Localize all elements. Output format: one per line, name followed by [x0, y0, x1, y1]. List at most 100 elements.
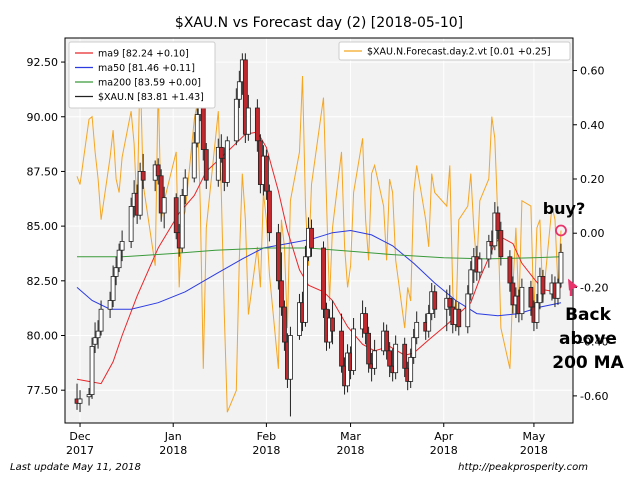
candle-body [414, 321, 420, 339]
candle [263, 149, 269, 200]
candle [402, 337, 408, 378]
chart-title: $XAU.N vs Forecast day (2) [2018-05-10] [175, 15, 463, 31]
candle [288, 326, 293, 417]
x-axis-tick-label: Apr [434, 430, 454, 443]
legend-left-label: ma200 [83.59 +0.00] [98, 78, 201, 89]
candle [486, 234, 492, 268]
candle-body [555, 282, 561, 299]
candle-body [203, 149, 209, 181]
candle [495, 206, 501, 240]
forecast-line [76, 65, 562, 413]
buy-marker-circle [555, 224, 567, 237]
candle-body [372, 350, 378, 369]
x-axis-tick-label: 2018 [159, 444, 187, 457]
left-axis-tick-label: 80.00 [27, 330, 59, 343]
candle-body [140, 171, 146, 181]
candle-body [477, 258, 483, 273]
x-axis-tick-label: 2018 [520, 444, 548, 457]
candle [339, 313, 344, 373]
candle-body [468, 269, 474, 295]
candle-body [77, 398, 83, 404]
candle-body [89, 346, 95, 395]
left-axis-tick-label: 82.50 [27, 275, 59, 288]
candle-body [107, 300, 113, 310]
x-axis-tick-label: Feb [257, 430, 276, 443]
candle [89, 337, 95, 399]
candle [498, 221, 504, 266]
ma50-line [76, 229, 562, 317]
right-axis-tick-label: 0.20 [580, 173, 605, 186]
left-axis-tick-label: 85.00 [27, 220, 59, 233]
candle-body [263, 155, 269, 192]
candle [77, 390, 83, 413]
x-axis-tick-label: 2018 [337, 444, 365, 457]
candle-body [233, 98, 239, 142]
candle [372, 339, 378, 375]
candle [86, 388, 92, 406]
candle-body [267, 190, 272, 234]
candle-body [384, 330, 390, 352]
candle [215, 138, 221, 187]
candle-body [194, 114, 200, 144]
candle [182, 169, 188, 205]
candle [224, 136, 230, 187]
right-axis-tick-label: -0.60 [580, 390, 608, 403]
candle [155, 158, 161, 185]
candle [507, 250, 513, 292]
candle-body [351, 328, 356, 371]
candle [267, 184, 272, 242]
candle [218, 134, 224, 163]
candle-body [116, 249, 122, 269]
candle [179, 188, 185, 253]
candle-body [408, 356, 414, 382]
back-above-annotation-line: Back [565, 305, 612, 325]
legend-left: ma9 [82.24 +0.10] ma50 [81.46 +0.11] ma200… [68, 41, 216, 109]
candle-body [456, 308, 462, 328]
candle-body [236, 81, 242, 100]
candle-body [393, 343, 399, 374]
back-above-annotation-line: above [559, 329, 617, 349]
x-axis-tick-label: 2017 [66, 444, 94, 457]
right-axis-tick-label: 0.60 [580, 65, 605, 78]
candle-body [137, 171, 143, 216]
candle-body [158, 175, 164, 214]
candle-body [510, 282, 516, 306]
legend-right: $XAU.N.Forecast.day.2.vt [0.01 +0.25] [338, 41, 571, 61]
candle [161, 186, 167, 229]
candle-body [411, 337, 417, 358]
x-axis-tick-label: Dec [69, 430, 90, 443]
candle [414, 311, 420, 345]
candle-body [98, 308, 104, 332]
right-axis-tick-label: 0.40 [580, 119, 605, 132]
candle-body [426, 313, 432, 332]
candle [477, 252, 483, 279]
candle-body [288, 335, 293, 380]
candle [426, 304, 432, 338]
candle [279, 252, 284, 316]
candle [233, 88, 239, 146]
plot-frame [64, 37, 574, 424]
candle [173, 193, 179, 240]
candle-body [92, 337, 98, 345]
candle-body [95, 330, 101, 339]
candle-body [486, 241, 492, 260]
candle-body [330, 317, 335, 332]
candle [366, 326, 371, 373]
x-axis-tick-label: Mar [340, 430, 361, 443]
candle-body [447, 297, 453, 308]
candle-body [432, 291, 438, 310]
candle [113, 256, 119, 286]
candle [510, 276, 516, 314]
candle-body [119, 241, 125, 251]
candle-body [495, 212, 501, 231]
candle-body [465, 293, 471, 328]
candle [140, 153, 146, 189]
candle [468, 261, 474, 301]
candle-body [182, 177, 188, 196]
candle [447, 285, 453, 316]
candle [411, 328, 417, 364]
x-axis-tick-label: 2018 [252, 444, 280, 457]
candle [98, 300, 104, 336]
candle-body [218, 146, 224, 159]
left-axis-tick-label: 87.50 [27, 165, 59, 178]
